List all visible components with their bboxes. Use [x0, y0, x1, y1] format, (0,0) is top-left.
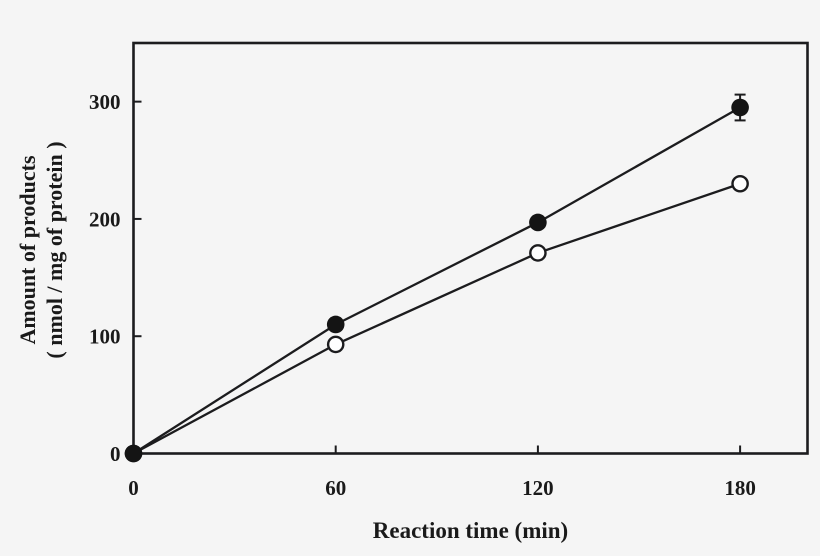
series-line-filled-circle — [132, 106, 741, 455]
x-tick-label: 60 — [325, 476, 346, 500]
data-point-open-circle — [326, 335, 345, 354]
data-point-filled-circle — [731, 98, 749, 117]
x-tick-label: 120 — [522, 476, 554, 500]
y-tick-label: 100 — [89, 325, 121, 349]
x-tick-label: 180 — [724, 476, 756, 500]
x-axis-label: Reaction time (min) — [373, 518, 568, 543]
y-tick-label: 300 — [89, 90, 121, 114]
data-point-filled-circle — [124, 444, 143, 463]
data-point-filled-circle — [326, 315, 345, 334]
x-axis-ticks: 0 60 120 180 — [128, 445, 756, 500]
plot-area-border — [132, 41, 809, 455]
data-series — [124, 93, 749, 463]
data-point-filled-circle — [529, 213, 547, 232]
y-axis-label-line1: Amount of products — [15, 155, 40, 345]
data-point-open-circle — [529, 244, 547, 262]
y-axis-label-line2: ( nmol / mg of protein ) — [42, 141, 67, 358]
series-line-open-circle — [132, 182, 741, 455]
y-tick-label: 200 — [89, 207, 121, 231]
data-point-open-circle — [731, 174, 749, 193]
x-tick-label: 0 — [128, 476, 139, 500]
y-tick-label: 0 — [110, 442, 121, 466]
